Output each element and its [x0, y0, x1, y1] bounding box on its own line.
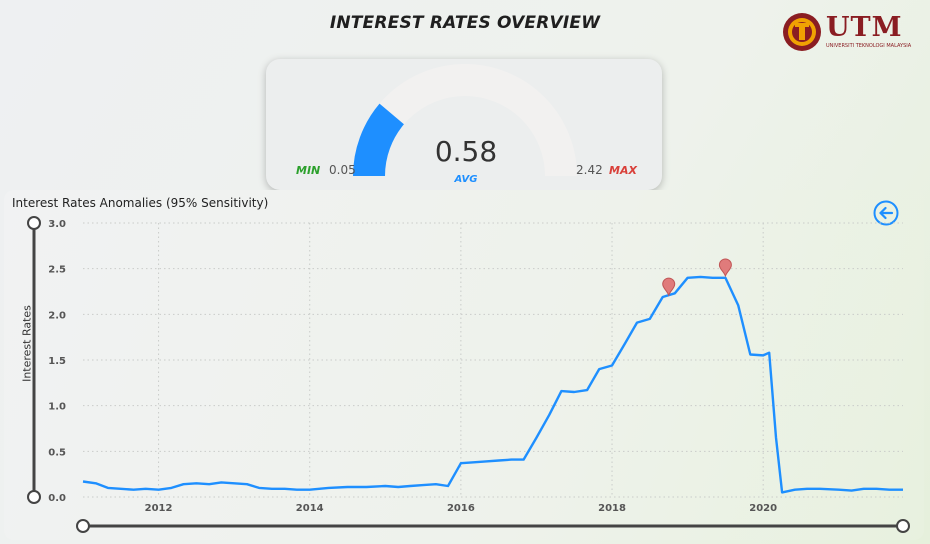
back-arrow-icon[interactable] — [872, 199, 900, 227]
gauge-min-value: 0.05 — [329, 163, 356, 177]
anomaly-marker[interactable] — [662, 277, 676, 297]
utm-logo: UTM UNIVERSITI TEKNOLOGI MALAYSIA — [782, 12, 911, 56]
chart-title: Interest Rates Anomalies (95% Sensitivit… — [12, 196, 269, 210]
x-range-slider-right-handle[interactable] — [896, 519, 910, 533]
y-tick-label: 0.5 — [48, 447, 66, 458]
y-tick-label: 1.0 — [48, 402, 66, 413]
avg-gauge-card: MIN 0.05 2.42 MAX 0.58 AVG — [266, 59, 662, 190]
series-line — [82, 275, 903, 494]
gauge-fill — [353, 103, 405, 177]
page-title: INTEREST RATES OVERVIEW — [329, 13, 601, 33]
y-tick-label: 2.5 — [48, 265, 66, 276]
x-tick-label: 2020 — [749, 503, 777, 514]
x-tick-label: 2018 — [598, 503, 626, 514]
line-chart: 0.0 0.5 1.0 1.5 2.0 2.5 3.0 2012 2014 2016 2018 20… — [27, 216, 910, 533]
y-range-slider-bottom-handle[interactable] — [27, 490, 41, 504]
x-tick-label: 2012 — [145, 503, 173, 514]
logo-text: UTM — [826, 12, 903, 43]
gauge-value: 0.58 — [434, 135, 498, 168]
gauge-value-label: AVG — [454, 174, 478, 185]
gauge-min-label: MIN — [296, 164, 321, 177]
y-tick-label: 1.5 — [48, 356, 66, 367]
gauge-max-value: 2.42 — [576, 163, 603, 177]
logo-subtext: UNIVERSITI TEKNOLOGI MALAYSIA — [826, 43, 912, 49]
avg-gauge — [353, 64, 577, 177]
gauge-max-label: MAX — [609, 164, 637, 177]
y-tick-label: 3.0 — [48, 219, 66, 230]
y-tick-label: 2.0 — [48, 310, 66, 321]
y-tick-label: 0.0 — [48, 493, 66, 504]
x-tick-label: 2016 — [447, 503, 475, 514]
x-range-slider-left-handle[interactable] — [76, 519, 90, 533]
anomalies-chart-card: Interest Rates Anomalies (95% Sensitivit… — [4, 190, 924, 540]
x-tick-label: 2014 — [296, 503, 324, 514]
utm-emblem-icon — [783, 13, 821, 51]
y-range-slider-top-handle[interactable] — [27, 216, 41, 230]
anomaly-marker[interactable] — [718, 258, 732, 278]
